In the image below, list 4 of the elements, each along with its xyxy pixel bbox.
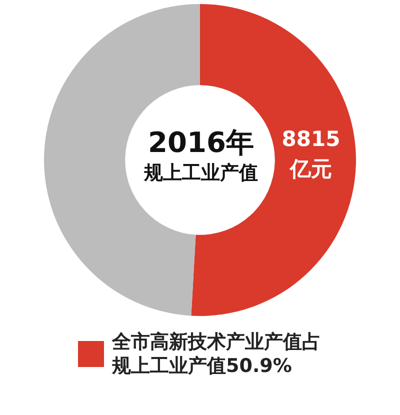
text: 规上工业产值 [142,161,259,186]
text: 2016年 [148,126,254,159]
text: 8815亿元 [280,126,342,183]
legend-label: 全市高新技术产业产值占规上工业产值50.9% [112,330,322,378]
